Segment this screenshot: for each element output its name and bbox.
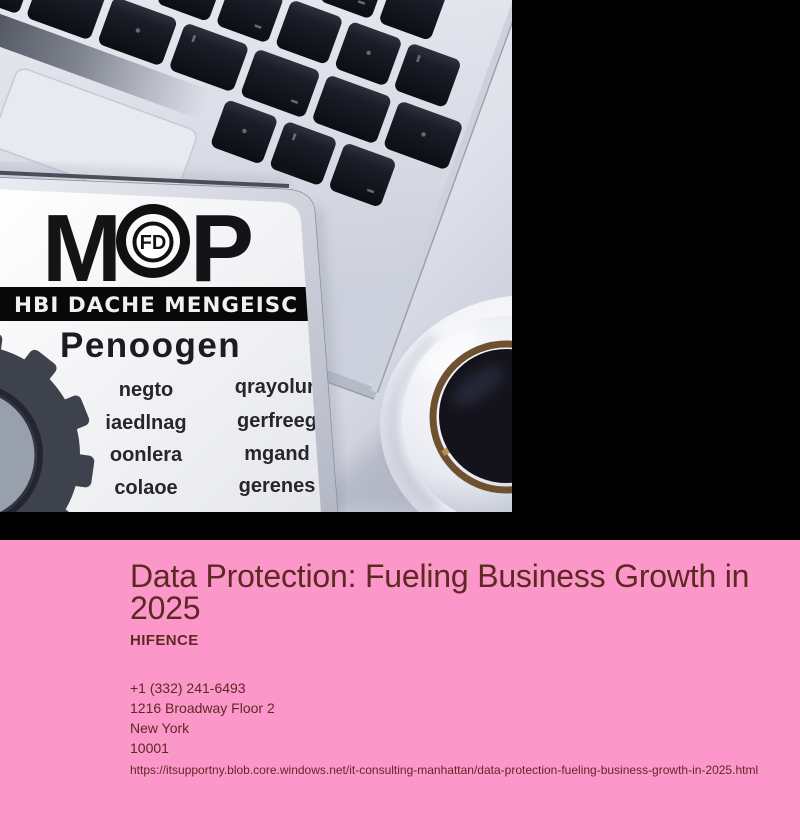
keyboard-key xyxy=(170,24,248,91)
info-panel: Data Protection: Fueling Business Growth… xyxy=(0,540,800,840)
keyboard-key xyxy=(384,102,462,169)
keyboard-key xyxy=(320,0,386,18)
keyboard-key xyxy=(217,0,283,42)
address-line: 1216 Broadway Floor 2 xyxy=(130,700,275,716)
keyboard-key xyxy=(380,0,446,40)
zip-code: 10001 xyxy=(130,740,169,756)
keyboard-key xyxy=(99,0,177,65)
banner-bar xyxy=(0,287,321,321)
keyboard-key xyxy=(395,44,460,107)
contact-block: +1 (332) 241-6493 1216 Broadway Floor 2 … xyxy=(130,678,770,758)
banner-text: HBI DACHE MENGEISC xyxy=(14,293,298,318)
word-left-2: iaedlnag xyxy=(105,412,186,434)
keyboard-key xyxy=(158,0,224,21)
tablet-screen-content: M FD P HBI DACHE MENGEISC Penoogen negto… xyxy=(0,195,321,499)
keyboard-key xyxy=(313,76,391,143)
coffee-cup xyxy=(380,295,512,512)
phone-number: +1 (332) 241-6493 xyxy=(130,680,246,696)
article-hero-image: M FD P HBI DACHE MENGEISC Penoogen negto… xyxy=(0,0,512,512)
word-right-1: qrayolun xyxy=(235,376,319,398)
word-right-2: gerfreeg xyxy=(237,410,317,432)
keyboard-key xyxy=(330,144,395,206)
laptop-hinge-vent xyxy=(0,0,211,120)
company-name: HIFENCE xyxy=(130,632,199,649)
keyboard-key xyxy=(335,22,401,85)
logo-letter-m: M xyxy=(42,195,122,302)
word-right-3: mgand xyxy=(244,443,310,465)
source-url: https://itsupportny.blob.core.windows.ne… xyxy=(130,763,759,777)
tablet-word-list: negto iaedlnag oonlera colaoe qrayolun g… xyxy=(105,376,319,499)
word-left-4: colaoe xyxy=(114,477,177,499)
word-left-1: negto xyxy=(119,379,173,401)
hero-photo-illustration: M FD P HBI DACHE MENGEISC Penoogen negto… xyxy=(0,0,512,512)
keyboard-key xyxy=(211,101,277,163)
word-right-4: gerenes xyxy=(239,475,316,497)
page-title: Data Protection: Fueling Business Growth… xyxy=(130,558,750,626)
tablet-screen xyxy=(0,189,321,512)
keyboard-key xyxy=(270,122,336,185)
gear-icon xyxy=(0,330,95,512)
word-left-3: oonlera xyxy=(110,444,183,466)
keyboard-key xyxy=(27,0,105,39)
tablet: M FD P HBI DACHE MENGEISC Penoogen negto… xyxy=(0,165,343,512)
logo-badge-text: FD xyxy=(140,232,167,254)
keyboard xyxy=(0,0,462,206)
keyboard-key xyxy=(276,1,342,64)
tablet-wordmark: Penoogen xyxy=(60,326,241,365)
keyboard-key xyxy=(241,50,319,117)
logo-letter-p: P xyxy=(190,195,254,302)
mp-logo: M FD P xyxy=(42,195,254,302)
city: New York xyxy=(130,720,190,736)
